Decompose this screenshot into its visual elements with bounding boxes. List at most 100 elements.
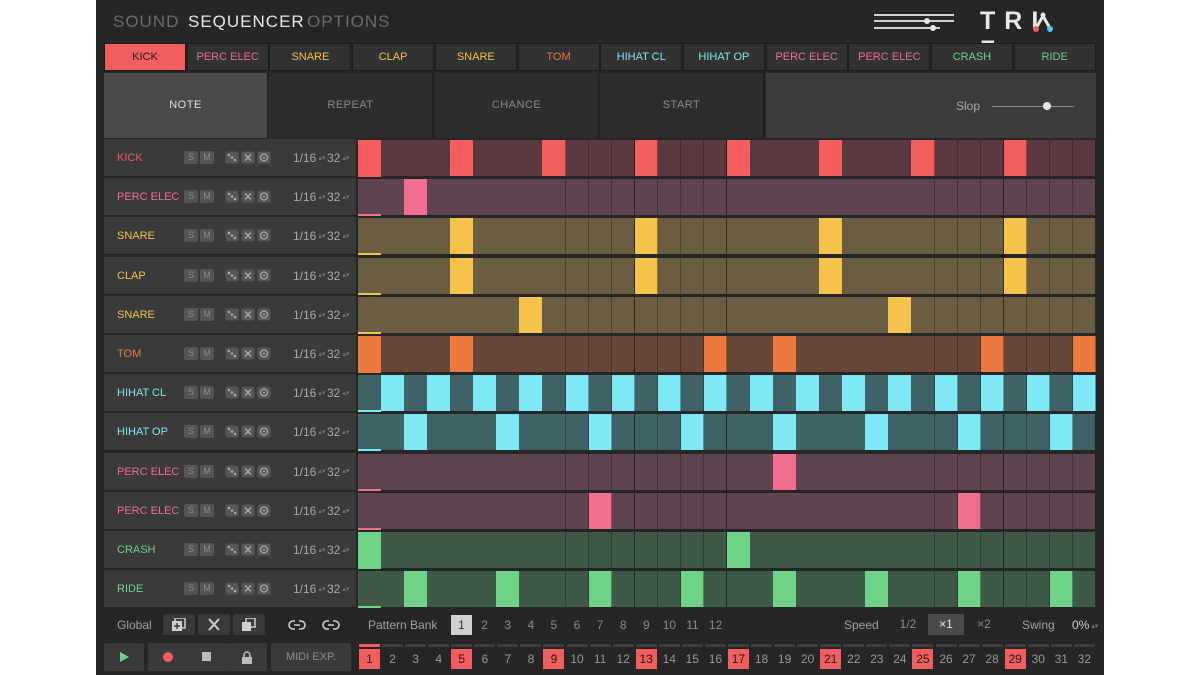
step-cell[interactable] (726, 179, 751, 216)
step-cell-active[interactable] (588, 414, 613, 451)
x-icon[interactable] (241, 269, 255, 282)
step-cell[interactable] (703, 296, 728, 333)
step-cell[interactable] (588, 179, 613, 216)
step-cell-active[interactable] (496, 414, 520, 451)
step-cell-active[interactable] (519, 296, 543, 333)
step-cell[interactable] (588, 296, 613, 333)
step-cell-active[interactable] (726, 532, 751, 568)
step-cell[interactable] (773, 257, 797, 294)
step-cell[interactable] (496, 296, 520, 333)
step-cell-active[interactable] (680, 414, 705, 451)
step-cell[interactable] (819, 296, 843, 333)
step-cell[interactable] (1072, 140, 1097, 176)
step-cell[interactable] (404, 453, 428, 490)
instrument-tab[interactable]: HIHAT CL (600, 43, 683, 71)
randomize-icon[interactable] (257, 347, 271, 360)
track-length-spinner[interactable]: 32 ▴▾ (327, 374, 349, 413)
x-icon[interactable] (241, 347, 255, 360)
step-cell[interactable] (865, 257, 889, 294)
step-cell[interactable] (934, 414, 959, 451)
randomize-icon[interactable] (257, 425, 271, 438)
step-division-spinner[interactable]: 1/16 ▴▾ (293, 453, 325, 492)
step-cell[interactable] (542, 414, 567, 451)
solo-button[interactable]: S (184, 190, 198, 204)
step-cell[interactable] (888, 336, 912, 372)
step-cell[interactable] (427, 571, 451, 608)
step-cell[interactable] (842, 140, 866, 176)
track-name[interactable]: RIDE (117, 583, 144, 596)
step-cell-active[interactable] (957, 571, 982, 608)
step-cell[interactable] (934, 140, 959, 176)
track-length-spinner[interactable]: 32 ▴▾ (327, 413, 349, 452)
step-cell[interactable] (980, 218, 1005, 255)
randomize-icon[interactable] (257, 465, 271, 478)
step-cell-active[interactable] (358, 140, 382, 176)
step-cell[interactable] (796, 453, 820, 490)
x-icon[interactable] (241, 465, 255, 478)
step-cell[interactable] (358, 571, 382, 608)
randomize-icon[interactable] (257, 190, 271, 203)
step-cell[interactable] (427, 140, 451, 176)
step-cell[interactable] (496, 218, 520, 255)
step-cell[interactable] (1026, 492, 1051, 529)
step-cell-active[interactable] (703, 375, 728, 412)
step-cell[interactable] (611, 179, 636, 216)
step-cell[interactable] (496, 179, 520, 216)
instrument-tab[interactable]: PERC ELEC (186, 43, 269, 71)
step-cell[interactable] (611, 532, 636, 568)
solo-button[interactable]: S (184, 543, 198, 556)
step-cell[interactable] (496, 492, 520, 529)
step-cell-active[interactable] (957, 414, 982, 451)
step-cell-active[interactable] (358, 336, 382, 372)
dice-icon[interactable] (225, 543, 239, 556)
step-cell-active[interactable] (1003, 140, 1028, 176)
step-cell[interactable] (888, 179, 912, 216)
step-cell[interactable] (1072, 257, 1097, 294)
step-cell[interactable] (796, 179, 820, 216)
step-cell-active[interactable] (634, 218, 659, 255)
step-cell[interactable] (1049, 453, 1074, 490)
step-cell[interactable] (957, 336, 982, 372)
step-cell[interactable] (1072, 218, 1097, 255)
step-cell-active[interactable] (657, 375, 682, 412)
step-cell[interactable] (865, 532, 889, 568)
step-cell[interactable] (980, 532, 1005, 568)
step-cell-active[interactable] (865, 571, 889, 608)
step-cell[interactable] (680, 453, 705, 490)
slop-slider-knob[interactable] (1042, 102, 1051, 110)
step-cell[interactable] (565, 257, 590, 294)
step-cell[interactable] (381, 571, 405, 608)
step-cell[interactable] (842, 218, 866, 255)
step-cell[interactable] (496, 532, 520, 568)
step-cell[interactable] (496, 257, 520, 294)
x-icon[interactable] (241, 386, 255, 399)
midi-export-button[interactable]: MIDI EXP. (271, 643, 351, 671)
step-cell-active[interactable] (680, 571, 705, 608)
step-cell[interactable] (1049, 296, 1074, 333)
track-name[interactable]: CLAP (117, 269, 146, 282)
stop-button[interactable] (187, 643, 227, 671)
step-cell[interactable] (980, 414, 1005, 451)
step-cell[interactable] (842, 296, 866, 333)
step-cell-active[interactable] (565, 375, 590, 412)
x-icon[interactable] (241, 229, 255, 242)
step-cell-active[interactable] (381, 375, 405, 412)
step-cell[interactable] (519, 257, 543, 294)
step-cell[interactable] (703, 453, 728, 490)
step-division-spinner[interactable]: 1/16 ▴▾ (293, 178, 325, 217)
step-cell[interactable] (565, 179, 590, 216)
track-length-spinner[interactable]: 32 ▴▾ (327, 335, 349, 374)
step-cell[interactable] (1049, 336, 1074, 372)
track-name[interactable]: HIHAT CL (117, 387, 167, 400)
mute-button[interactable]: M (200, 425, 214, 439)
randomize-icon[interactable] (257, 308, 271, 321)
step-cell[interactable] (588, 257, 613, 294)
step-cell[interactable] (726, 571, 751, 608)
step-cell[interactable] (1049, 140, 1074, 176)
step-cell[interactable] (358, 492, 382, 529)
step-cell[interactable] (565, 414, 590, 451)
pattern-bank-button[interactable]: 2 (481, 618, 488, 632)
step-division-spinner[interactable]: 1/16 ▴▾ (293, 335, 325, 374)
slop-slider-track[interactable] (992, 106, 1074, 107)
step-cell[interactable] (427, 179, 451, 216)
